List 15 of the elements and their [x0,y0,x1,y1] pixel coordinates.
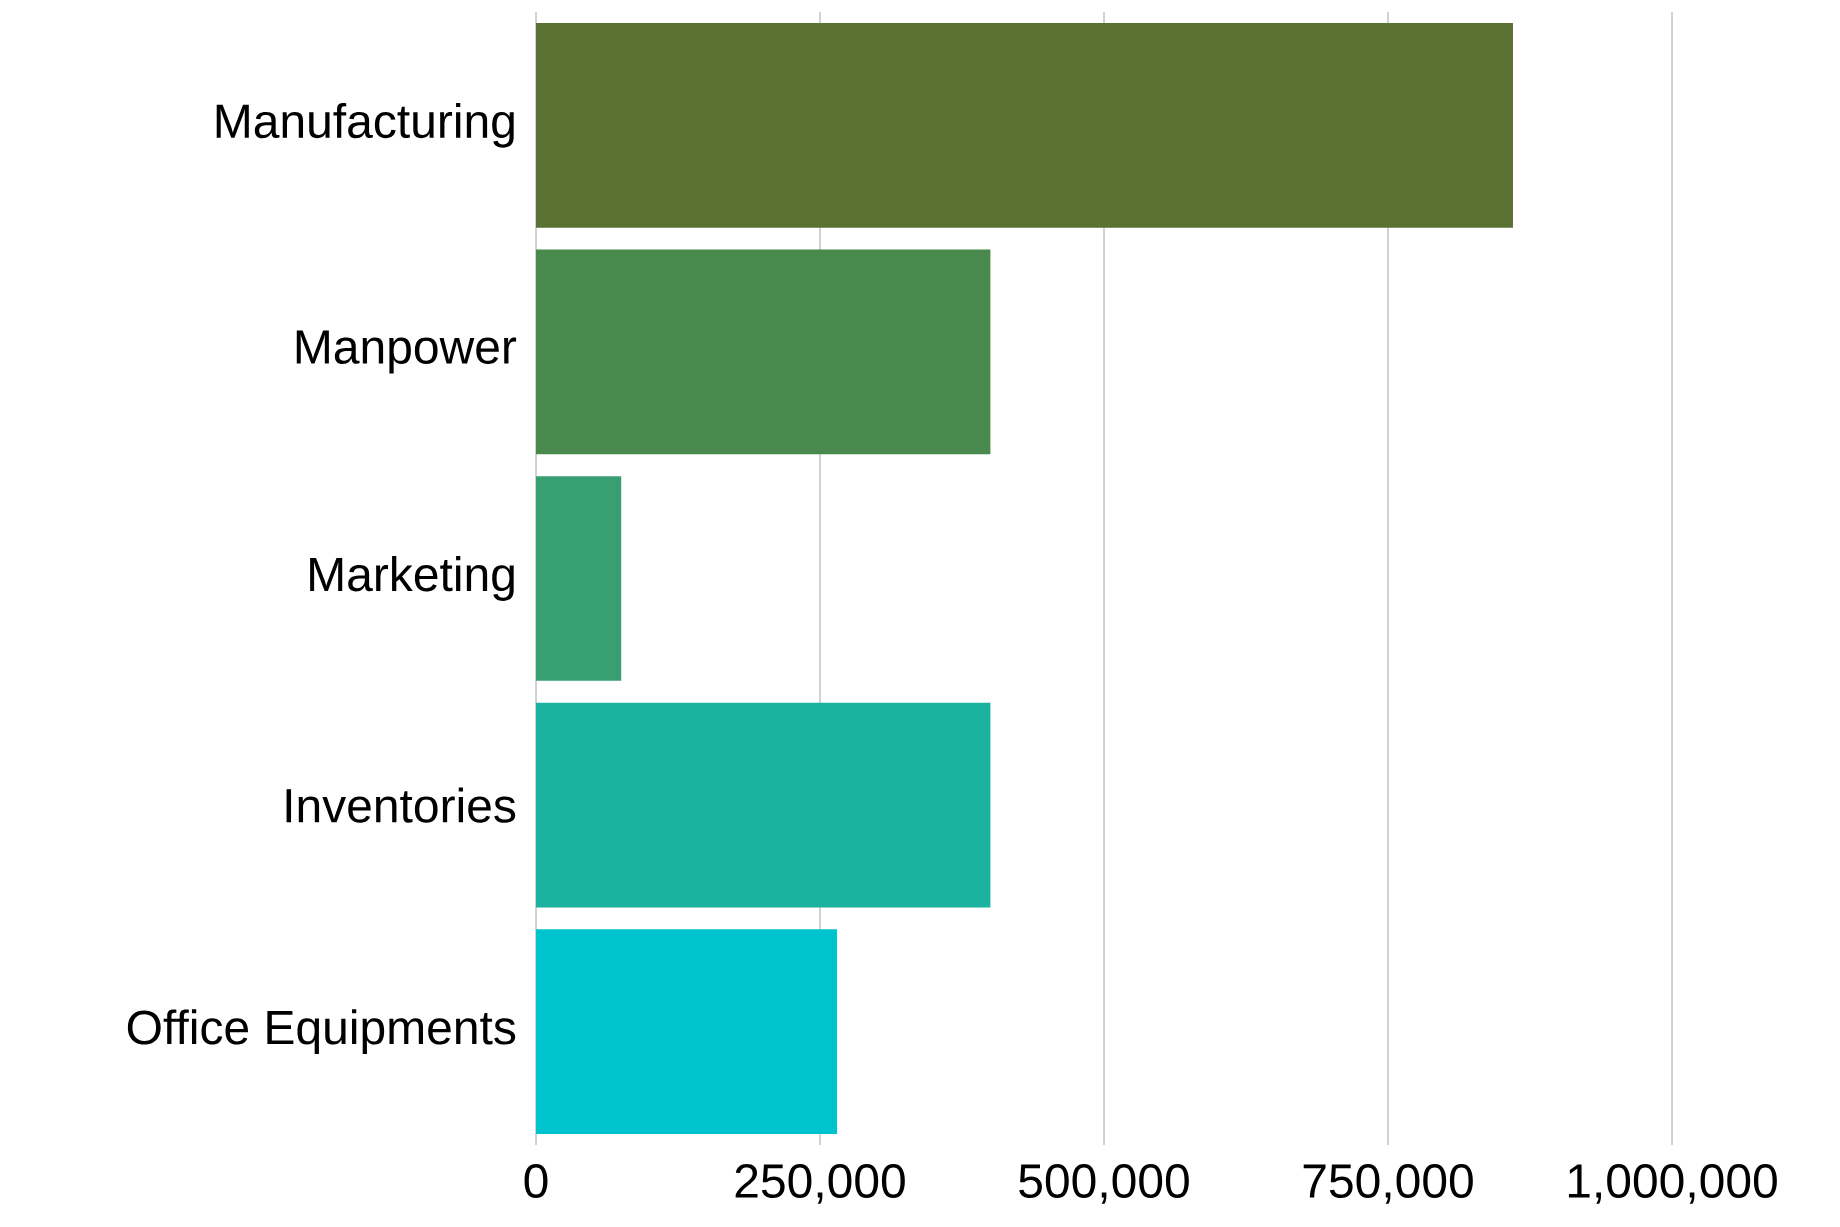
bar [536,22,1513,228]
y-tick-label: Manpower [296,330,517,374]
y-tick-label: Inventories [286,787,516,823]
x-tick-label: 1,000,000 [1568,1164,1777,1204]
x-tick-label: 500,000 [1019,1164,1189,1204]
x-tick-label: 0 [524,1164,548,1199]
y-tick-label: Manufacturing [216,102,514,148]
y-tick-label: Marketing [310,556,514,601]
bar [536,249,991,455]
bar [536,929,838,1135]
y-tick-label: Office Equipments [127,1009,516,1055]
x-tick-label: 250,000 [735,1164,905,1204]
bar [536,702,991,908]
bar [536,476,622,681]
x-tick-label: 750,000 [1303,1164,1473,1204]
